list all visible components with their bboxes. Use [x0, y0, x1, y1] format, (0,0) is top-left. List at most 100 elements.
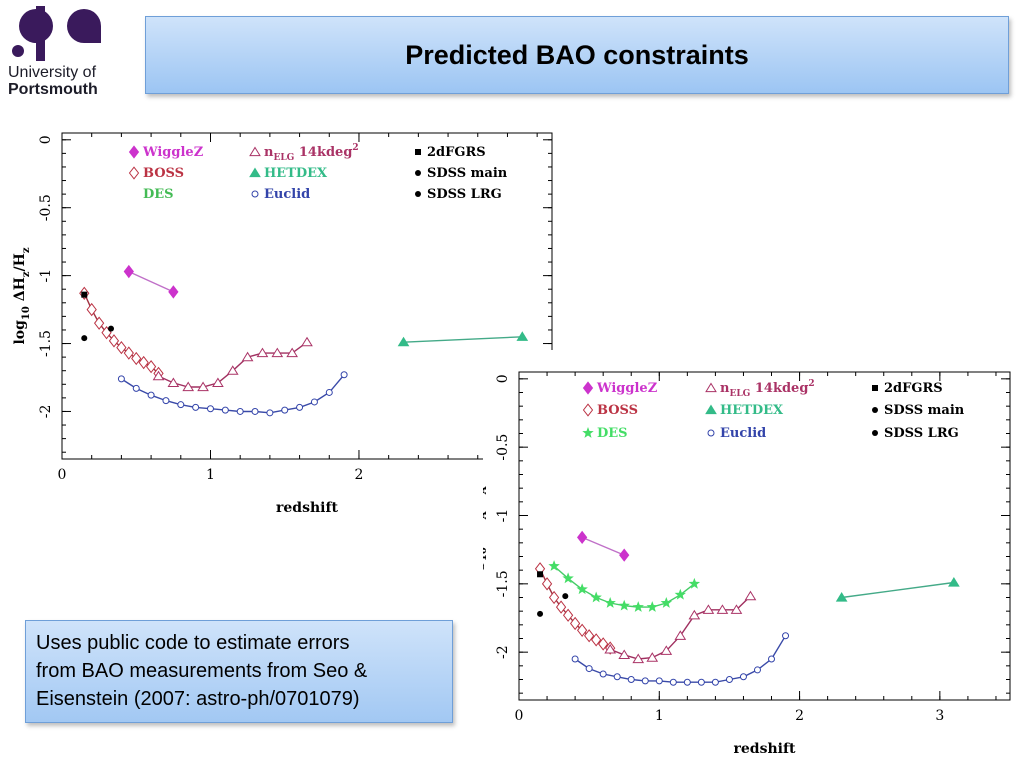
data-point [145, 359, 157, 374]
data-point [251, 407, 259, 415]
legend-label: HETDEX [264, 166, 328, 181]
data-point [562, 608, 574, 622]
legend-item-sdss-main: SDSS main [415, 166, 508, 181]
data-point [168, 285, 179, 299]
data-point [591, 633, 602, 647]
data-point [576, 530, 588, 545]
series-line [403, 336, 523, 343]
legend-marker [707, 429, 715, 437]
legend-marker [251, 190, 259, 198]
legend-item-2dfgrs: 2dFGRS [872, 381, 943, 396]
legend-item-2dfgrs: 2dFGRS [415, 145, 486, 160]
y-label-part: ΔD [483, 519, 485, 547]
legend-label: nELG 14kdeg2 [720, 379, 815, 399]
data-point [632, 653, 645, 664]
series-wigglez [576, 530, 630, 562]
data-point [655, 677, 663, 685]
data-point [226, 365, 239, 375]
y-tick-label: -1.5 [38, 330, 54, 357]
data-point [618, 599, 630, 611]
legend-item-hetdex: HETDEX [705, 403, 784, 418]
data-point [182, 381, 195, 392]
series-wigglez [123, 264, 179, 299]
legend-label-part: n [264, 145, 274, 160]
data-point [123, 346, 134, 360]
data-point [674, 630, 687, 640]
data-point [548, 560, 560, 571]
logo-line-university: University of [8, 64, 97, 81]
data-point [81, 291, 88, 298]
legend-marker [249, 167, 261, 178]
data-point [627, 676, 635, 683]
legend-label-part: 14kdeg [294, 145, 352, 160]
data-point [93, 316, 105, 330]
university-logo [6, 4, 130, 104]
y-label-part: /D [483, 494, 485, 511]
series-line [574, 635, 787, 683]
data-point [555, 600, 567, 614]
data-point [197, 381, 209, 392]
logo-line-portsmouth: Portsmouth [8, 81, 98, 98]
data-point [116, 340, 127, 355]
y-tick-label: -1 [38, 269, 54, 283]
data-point [604, 643, 617, 654]
series-hetdex [397, 331, 529, 347]
series-line [539, 568, 611, 649]
legend-marker [249, 146, 261, 157]
legend-marker [872, 385, 878, 391]
data-point [730, 604, 743, 614]
logo-text: University of Portsmouth [8, 64, 98, 98]
note-line-2: from BAO measurements from Seo & [36, 660, 368, 682]
legend-marker [582, 403, 594, 417]
data-point [669, 678, 677, 686]
legend-label: BOSS [143, 166, 184, 181]
data-point [768, 655, 776, 663]
series-2dfgrs [537, 571, 544, 578]
data-point [660, 645, 673, 655]
x-tick-label: 2 [795, 708, 804, 724]
y-label-part: log [483, 561, 485, 586]
x-tick-label: 0 [515, 708, 524, 724]
x-tick-label: 1 [655, 708, 664, 724]
data-point [782, 632, 790, 640]
legend-label: Euclid [264, 187, 310, 202]
legend-marker [872, 430, 878, 436]
series-boss [79, 286, 164, 381]
data-point [108, 334, 120, 348]
hz-constraints-chart: 0 1 2 0 -0.5 -1 -1.5 -2 redshift log10 ΔHz/Hz Wigg… [0, 120, 555, 525]
data-point [296, 403, 304, 411]
data-point [576, 623, 588, 637]
y-tick-label: -2 [495, 645, 511, 659]
y-tick-label: -1.5 [495, 570, 511, 597]
legend-item-boss: BOSS [128, 166, 184, 181]
legend-label: DES [597, 426, 628, 441]
data-point [702, 604, 715, 614]
logo-dots-graphic [12, 6, 101, 61]
data-point [599, 670, 607, 678]
legend-label: SDSS main [427, 166, 508, 181]
legend-label: BOSS [597, 403, 638, 418]
legend-label: WiggleZ [142, 145, 204, 160]
note-line-1: Uses public code to estimate errors [36, 632, 350, 654]
legend-marker [872, 407, 878, 413]
data-point [948, 577, 960, 587]
data-point [562, 572, 574, 584]
legend-label: SDSS main [884, 403, 965, 418]
data-point [138, 355, 149, 370]
series-des [548, 560, 701, 612]
series-n-elg-14kdeg2 [604, 590, 757, 664]
series-line [581, 536, 625, 556]
legend-marker [582, 381, 594, 395]
legend-label-superscript: 2 [808, 379, 814, 389]
data-point [256, 347, 269, 358]
legend-label: 2dFGRS [427, 145, 486, 160]
x-tick-label: 0 [58, 467, 67, 483]
y-tick-label: -2 [38, 405, 54, 419]
legend-label: 2dFGRS [884, 381, 943, 396]
data-point [576, 583, 588, 595]
data-point [697, 678, 705, 686]
legend-item-sdss-lrg: SDSS LRG [415, 187, 502, 202]
data-point [541, 577, 553, 591]
series-n-elg-14kdeg2 [152, 336, 313, 392]
